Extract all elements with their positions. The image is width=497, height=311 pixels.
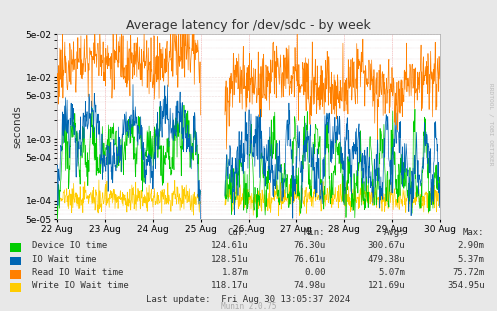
Text: Write IO Wait time: Write IO Wait time [32,281,129,290]
Text: Cur:: Cur: [227,228,248,237]
Text: Avg:: Avg: [384,228,405,237]
Text: 121.69u: 121.69u [367,281,405,290]
Text: 479.38u: 479.38u [367,254,405,263]
Text: Device IO time: Device IO time [32,241,107,250]
Title: Average latency for /dev/sdc - by week: Average latency for /dev/sdc - by week [126,19,371,32]
Y-axis label: seconds: seconds [13,105,23,148]
Text: 300.67u: 300.67u [367,241,405,250]
Text: Min:: Min: [304,228,326,237]
Text: RRDTOOL / TOBI OETIKER: RRDTOOL / TOBI OETIKER [489,83,494,166]
Text: Read IO Wait time: Read IO Wait time [32,268,124,277]
Text: 128.51u: 128.51u [211,254,248,263]
Text: Munin 2.0.75: Munin 2.0.75 [221,302,276,311]
Text: 76.30u: 76.30u [293,241,326,250]
Text: Max:: Max: [463,228,485,237]
Text: 118.17u: 118.17u [211,281,248,290]
Text: 5.07m: 5.07m [378,268,405,277]
Text: 74.98u: 74.98u [293,281,326,290]
Text: IO Wait time: IO Wait time [32,254,97,263]
Text: 1.87m: 1.87m [222,268,248,277]
Text: 354.95u: 354.95u [447,281,485,290]
Text: Last update:  Fri Aug 30 13:05:37 2024: Last update: Fri Aug 30 13:05:37 2024 [147,295,350,304]
Text: 124.61u: 124.61u [211,241,248,250]
Text: 5.37m: 5.37m [458,254,485,263]
Text: 2.90m: 2.90m [458,241,485,250]
Text: 0.00: 0.00 [304,268,326,277]
Text: 76.61u: 76.61u [293,254,326,263]
Text: 75.72m: 75.72m [452,268,485,277]
